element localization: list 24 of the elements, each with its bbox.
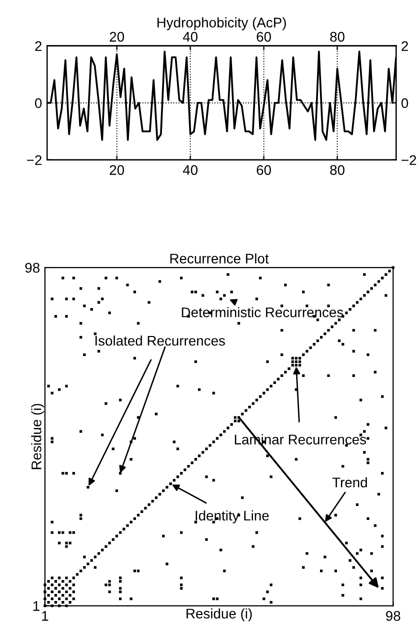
y-tick-label: 98 [25, 262, 40, 273]
annotation: Deterministic Recurrences [182, 307, 344, 318]
x2-tick-label: 40 [182, 165, 198, 175]
x2-tick-label: 60 [256, 165, 271, 175]
annotation: Trend [332, 477, 367, 488]
chart-title: Hydrophobicity (AcP) [157, 17, 286, 30]
y-tick-label: 2 [35, 41, 42, 51]
x-tick-label: 40 [182, 32, 198, 42]
x-tick-label: 80 [330, 32, 344, 42]
x-tick-label: 20 [110, 32, 124, 42]
y-axis-title: Residue (i) [31, 404, 44, 470]
x-axis-title: Residue (i) [186, 608, 252, 622]
y-tick-label: 1 [33, 601, 40, 611]
x-tick-label: 60 [256, 32, 271, 42]
annotation: Identity Line [196, 510, 269, 524]
x2-tick-label: 20 [110, 165, 124, 175]
y2-tick-label: −2 [402, 155, 416, 165]
y2-tick-label: 2 [402, 41, 408, 51]
y2-tick-label: 0 [401, 98, 408, 108]
y-tick-label: 0 [35, 98, 42, 108]
x2-tick-label: 80 [330, 165, 344, 175]
chart-title: Recurrence Plot [170, 253, 269, 264]
annotation: Isolated Recurrences [96, 335, 225, 346]
y-tick-label: −2 [27, 155, 42, 165]
